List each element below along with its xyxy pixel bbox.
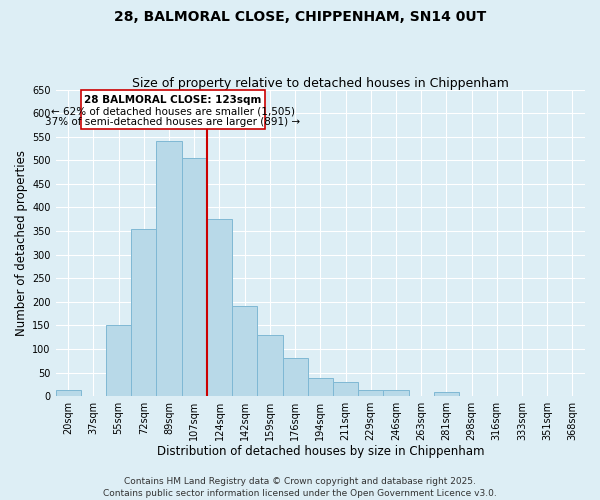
Bar <box>131 228 157 396</box>
Bar <box>157 142 182 396</box>
Text: 28 BALMORAL CLOSE: 123sqm: 28 BALMORAL CLOSE: 123sqm <box>84 95 262 105</box>
Bar <box>106 326 131 396</box>
Bar <box>182 158 207 396</box>
Text: 28, BALMORAL CLOSE, CHIPPENHAM, SN14 0UT: 28, BALMORAL CLOSE, CHIPPENHAM, SN14 0UT <box>114 10 486 24</box>
Text: ← 62% of detached houses are smaller (1,505): ← 62% of detached houses are smaller (1,… <box>51 106 295 116</box>
Bar <box>333 382 358 396</box>
Bar <box>232 306 257 396</box>
Bar <box>207 219 232 396</box>
Bar <box>383 390 409 396</box>
Bar <box>358 390 383 396</box>
Y-axis label: Number of detached properties: Number of detached properties <box>15 150 28 336</box>
Bar <box>257 335 283 396</box>
Bar <box>283 358 308 396</box>
Bar <box>56 390 81 396</box>
Bar <box>308 378 333 396</box>
FancyBboxPatch shape <box>81 90 265 128</box>
X-axis label: Distribution of detached houses by size in Chippenham: Distribution of detached houses by size … <box>157 444 484 458</box>
Bar <box>434 392 459 396</box>
Title: Size of property relative to detached houses in Chippenham: Size of property relative to detached ho… <box>132 76 509 90</box>
Text: 37% of semi-detached houses are larger (891) →: 37% of semi-detached houses are larger (… <box>46 117 301 127</box>
Text: Contains HM Land Registry data © Crown copyright and database right 2025.
Contai: Contains HM Land Registry data © Crown c… <box>103 476 497 498</box>
